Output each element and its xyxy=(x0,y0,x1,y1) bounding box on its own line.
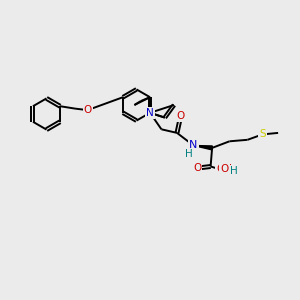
Text: H: H xyxy=(185,149,193,160)
Text: N: N xyxy=(189,140,198,151)
Polygon shape xyxy=(194,146,212,150)
Text: H: H xyxy=(185,149,193,160)
Text: S: S xyxy=(259,129,266,140)
Text: O: O xyxy=(176,111,185,122)
Text: S: S xyxy=(259,129,266,140)
Text: OH: OH xyxy=(216,164,232,174)
Text: N: N xyxy=(146,108,154,118)
Text: N: N xyxy=(189,140,198,151)
Text: O: O xyxy=(193,163,202,173)
Text: O: O xyxy=(176,111,185,122)
Text: H: H xyxy=(230,166,238,176)
Text: O: O xyxy=(220,164,228,174)
Text: O: O xyxy=(193,163,202,173)
Text: H: H xyxy=(230,166,238,176)
Text: O: O xyxy=(83,105,92,115)
Text: N: N xyxy=(146,108,154,118)
Text: O: O xyxy=(83,105,92,115)
Text: O: O xyxy=(220,164,228,174)
